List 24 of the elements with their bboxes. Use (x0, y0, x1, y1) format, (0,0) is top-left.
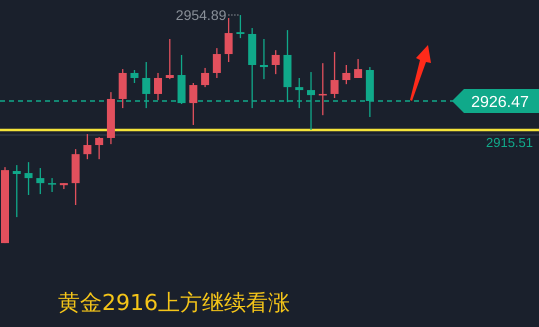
candlestick (36, 167, 44, 195)
candlestick (342, 64, 350, 85)
candlestick (201, 67, 210, 88)
candlestick (189, 82, 198, 126)
candlestick (166, 38, 174, 80)
candlestick (212, 47, 221, 79)
candlestick (24, 161, 33, 196)
candlestick (224, 17, 233, 63)
candlestick (48, 177, 56, 193)
candlestick (272, 50, 280, 75)
candlestick (95, 136, 104, 160)
candlestick (354, 58, 362, 79)
text: 黄金2916上方继续看涨 (58, 291, 290, 316)
candlestick (154, 72, 162, 101)
candlestick (130, 69, 138, 84)
text: 2926.47 (471, 94, 530, 112)
candlestick (83, 133, 92, 160)
annotation: 2954.89 (176, 7, 227, 24)
candlestick (12, 164, 21, 218)
candlestick (318, 62, 327, 116)
candlestick (236, 14, 244, 39)
candlestick (260, 38, 268, 80)
text: 2915.51 (486, 134, 533, 150)
candlestick (330, 51, 339, 99)
